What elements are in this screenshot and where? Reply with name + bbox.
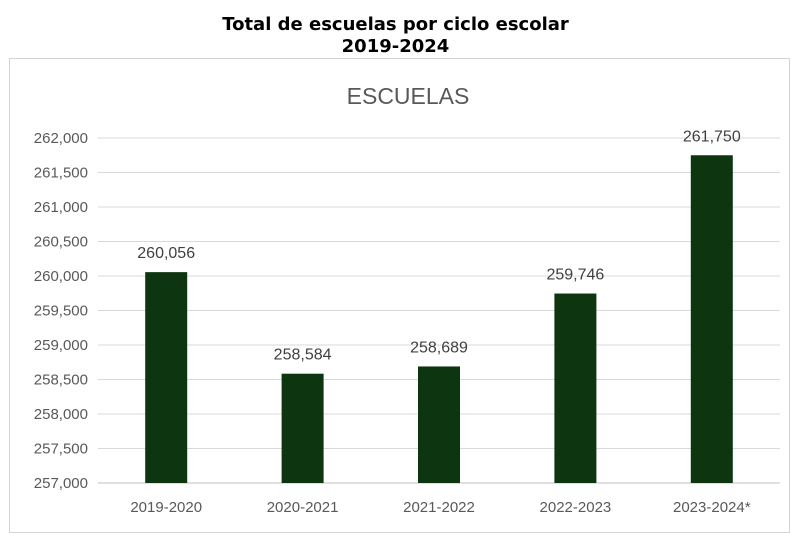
y-tick-label: 260,000	[34, 268, 88, 285]
data-label: 260,056	[137, 245, 195, 262]
data-label: 258,689	[410, 339, 468, 356]
bar	[690, 155, 733, 483]
data-label: 259,746	[546, 267, 604, 284]
y-axis-tick-labels: 257,000 257,500 258,000 258,500 259,000 259,5…	[34, 130, 88, 492]
y-tick-label: 257,000	[34, 475, 88, 492]
data-label: 261,750	[683, 128, 741, 145]
x-tick-label: 2021-2022	[403, 499, 475, 516]
y-tick-label: 259,500	[34, 303, 88, 320]
y-tick-label: 258,500	[34, 372, 88, 389]
x-tick-label: 2019-2020	[130, 499, 202, 516]
data-labels: 260,056 258,584 258,689 259,746 261,750	[137, 128, 741, 363]
x-axis-tick-labels: 2019-2020 2020-2021 2021-2022 2022-2023 2023…	[130, 499, 750, 516]
page-subtitle: 2019-2024	[341, 36, 450, 57]
bars	[145, 155, 733, 483]
y-tick-label: 262,000	[34, 130, 88, 147]
y-tick-label: 258,000	[34, 406, 88, 423]
bar	[554, 293, 597, 483]
x-tick-label: 2020-2021	[267, 499, 339, 516]
y-tick-label: 261,000	[34, 199, 88, 216]
x-tick-label: 2022-2023	[540, 499, 612, 516]
y-tick-label: 257,500	[34, 441, 88, 458]
data-label: 258,584	[274, 347, 332, 364]
y-tick-label: 261,500	[34, 165, 88, 182]
bar	[418, 366, 460, 483]
x-tick-label: 2023-2024*	[673, 499, 751, 516]
page-title: Total de escuelas por ciclo escolar	[222, 14, 569, 35]
bar	[281, 373, 324, 483]
y-tick-label: 260,500	[34, 234, 88, 251]
bar	[145, 272, 188, 483]
y-tick-label: 259,000	[34, 337, 88, 354]
chart-title: ESCUELAS	[347, 83, 470, 109]
